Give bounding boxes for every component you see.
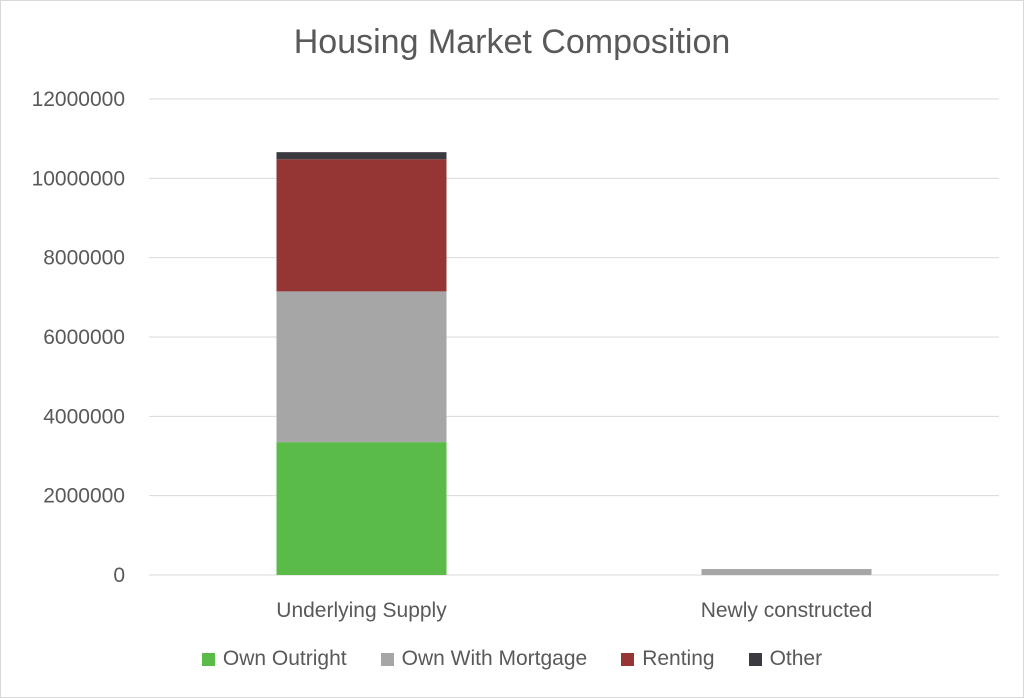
bars [276,152,872,575]
y-tick-label: 0 [113,564,125,587]
legend-label: Renting [642,647,715,670]
legend-item: Renting [621,647,715,671]
bar-segment [276,152,447,160]
stacked-bar-chart: 0 2000000 4000000 6000000 8000000 10000000 120… [32,88,999,622]
y-tick-label: 6000000 [43,326,125,349]
y-tick-label: 8000000 [43,247,125,270]
bar-segment [276,159,447,292]
bar-segment [276,291,447,443]
legend-item: Other [748,647,823,671]
y-axis-ticks: 0 2000000 4000000 6000000 8000000 10000000 120… [32,88,125,587]
y-tick-label: 10000000 [32,167,125,190]
y-tick-label: 4000000 [43,405,125,428]
legend-swatch [748,652,762,666]
y-tick-label: 2000000 [43,485,125,508]
x-axis-ticks: Underlying Supply Newly constructed [276,599,872,622]
x-tick-label: Newly constructed [701,599,873,622]
y-tick-label: 12000000 [32,88,125,111]
bar-segment [276,442,447,575]
legend-label: Other [769,647,823,670]
legend-label: Own With Mortgage [401,647,588,670]
bar-segment [701,569,872,575]
chart-title: Housing Market Composition [293,23,731,61]
legend-label: Own Outright [222,647,347,670]
x-tick-label: Underlying Supply [276,599,447,622]
legend-swatch [621,652,635,666]
legend-swatch [380,652,394,666]
legend: Own Outright Own With Mortgage Renting Othe… [1,647,1023,671]
legend-item: Own Outright [201,647,347,671]
legend-item: Own With Mortgage [380,647,588,671]
legend-swatch [201,652,215,666]
